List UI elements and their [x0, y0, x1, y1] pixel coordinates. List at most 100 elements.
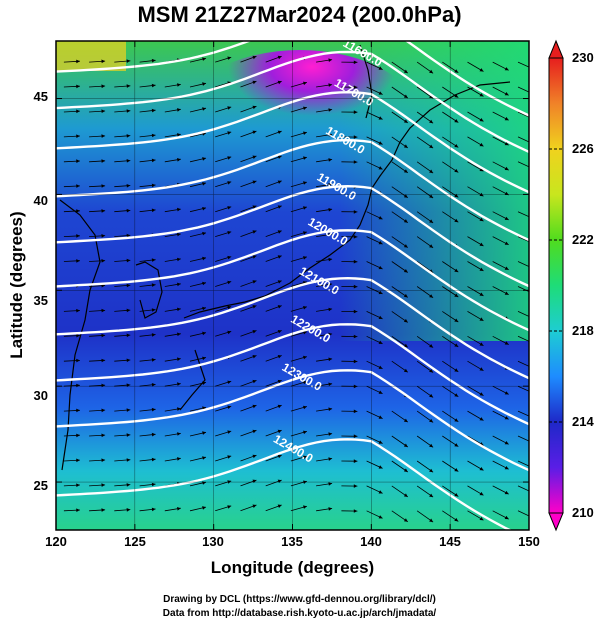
wind-vector-head	[101, 184, 106, 188]
wind-vector-head	[454, 368, 459, 372]
wind-vector-head	[177, 83, 181, 87]
wind-vector-head	[277, 330, 282, 334]
colorbar-tick-label: 214	[572, 414, 594, 429]
wind-vector-head	[252, 355, 257, 359]
wind-vector-head	[277, 454, 282, 459]
wind-vector-head	[403, 194, 408, 198]
wind-vector-head	[303, 430, 307, 435]
x-tick-label: 120	[45, 534, 67, 549]
wind-vector-head	[126, 159, 131, 163]
wind-vector-head	[353, 509, 358, 513]
wind-vector-head	[202, 306, 206, 311]
wind-vector-head	[151, 258, 156, 262]
wind-vector-head	[429, 518, 434, 523]
wind-vector-head	[227, 255, 232, 260]
credit-data-source: Data from http://database.rish.kyoto-u.a…	[162, 608, 437, 619]
wind-vector-head	[177, 407, 181, 411]
wind-vector-head	[403, 418, 408, 423]
contour-label: 11500.0	[349, 1, 393, 35]
korea-coastline	[135, 261, 163, 319]
wind-vector-head	[303, 81, 307, 86]
colorbar-ticks	[549, 57, 563, 514]
japan-coastline	[183, 81, 511, 319]
wind-vector	[517, 360, 529, 367]
wind-vector-head	[403, 169, 408, 173]
wind-vector-head	[378, 141, 383, 145]
wind-vector-head	[530, 91, 534, 94]
wind-vector-head	[303, 355, 307, 360]
wind-vector-head	[76, 458, 80, 463]
wind-vector-head	[227, 380, 232, 384]
wind-vector-head	[530, 116, 534, 119]
wind-vector-head	[479, 217, 484, 222]
x-tick-label: 130	[202, 534, 224, 549]
wind-vector-head	[454, 69, 459, 73]
wind-vector	[517, 335, 529, 342]
wind-vector-head	[252, 429, 257, 434]
wind-vector-head	[252, 155, 257, 159]
wind-vector-head	[151, 358, 156, 362]
wind-vector-head	[328, 133, 333, 137]
wind-vector-head	[504, 92, 509, 96]
wind-vector-head	[101, 358, 106, 363]
wind-vector-head	[126, 134, 131, 138]
wind-vector-head	[378, 315, 383, 319]
wind-vector-head	[429, 369, 434, 373]
wind-vector-head	[530, 141, 534, 144]
wind-vector-head	[177, 232, 181, 237]
wind-vector	[517, 510, 529, 517]
wind-vector-head	[378, 116, 383, 120]
wind-vector	[517, 136, 529, 143]
colorbar-max-triangle	[548, 39, 564, 59]
wind-vector-head	[504, 266, 509, 270]
wind-vector	[517, 410, 529, 417]
wind-vector-head	[252, 205, 257, 209]
wind-vector	[517, 435, 529, 442]
wind-vector-head	[202, 331, 206, 336]
wind-vector-head	[328, 457, 333, 461]
wind-vector-head	[227, 280, 232, 285]
wind-vector-head	[252, 379, 257, 384]
wind-vector-head	[429, 244, 434, 248]
wind-vector-head	[429, 344, 434, 348]
wind-vector-head	[353, 484, 358, 488]
wind-vector-head	[378, 415, 383, 419]
wind-vector-head	[126, 433, 131, 437]
colorbar-min-triangle	[548, 512, 564, 532]
wind-vector-head	[126, 483, 131, 487]
wind-vector-head	[403, 518, 408, 522]
x-tick-label: 150	[518, 534, 540, 549]
wind-vector-head	[353, 210, 358, 214]
wind-vector-head	[504, 515, 509, 520]
wind-vector-head	[403, 343, 408, 348]
wind-vector-head	[328, 232, 333, 237]
wind-vector-head	[303, 206, 307, 210]
wind-vector-head	[126, 109, 131, 113]
wind-vector-head	[277, 379, 282, 384]
wind-vector-head	[177, 307, 181, 312]
wind-vector-head	[101, 234, 106, 238]
wind-vector-head	[353, 110, 358, 114]
wind-vector-head	[353, 359, 358, 364]
wind-vector-head	[378, 66, 383, 70]
wind-vector	[517, 261, 529, 268]
y-tick-label: 30	[33, 388, 48, 403]
wind-vector-head	[252, 454, 257, 459]
y-tick-label: 45	[33, 89, 48, 104]
wind-vector-head	[252, 504, 257, 508]
wind-vector-head	[252, 55, 257, 60]
x-tick-label: 135	[281, 534, 303, 549]
wind-vector-head	[177, 332, 181, 337]
wind-vector-head	[303, 131, 307, 135]
wind-vector-head	[177, 432, 181, 436]
wind-vector-head	[76, 259, 80, 263]
wind-vector-head	[126, 408, 131, 412]
wind-vector-head	[227, 106, 232, 110]
wind-vector-head	[530, 515, 534, 518]
wind-vector-head	[479, 367, 484, 371]
wind-vector-head	[530, 166, 534, 169]
x-tick-label: 125	[124, 534, 146, 549]
wind-vector-head	[101, 159, 106, 163]
wind-vector-head	[202, 281, 206, 286]
wind-vector-head	[504, 166, 509, 171]
